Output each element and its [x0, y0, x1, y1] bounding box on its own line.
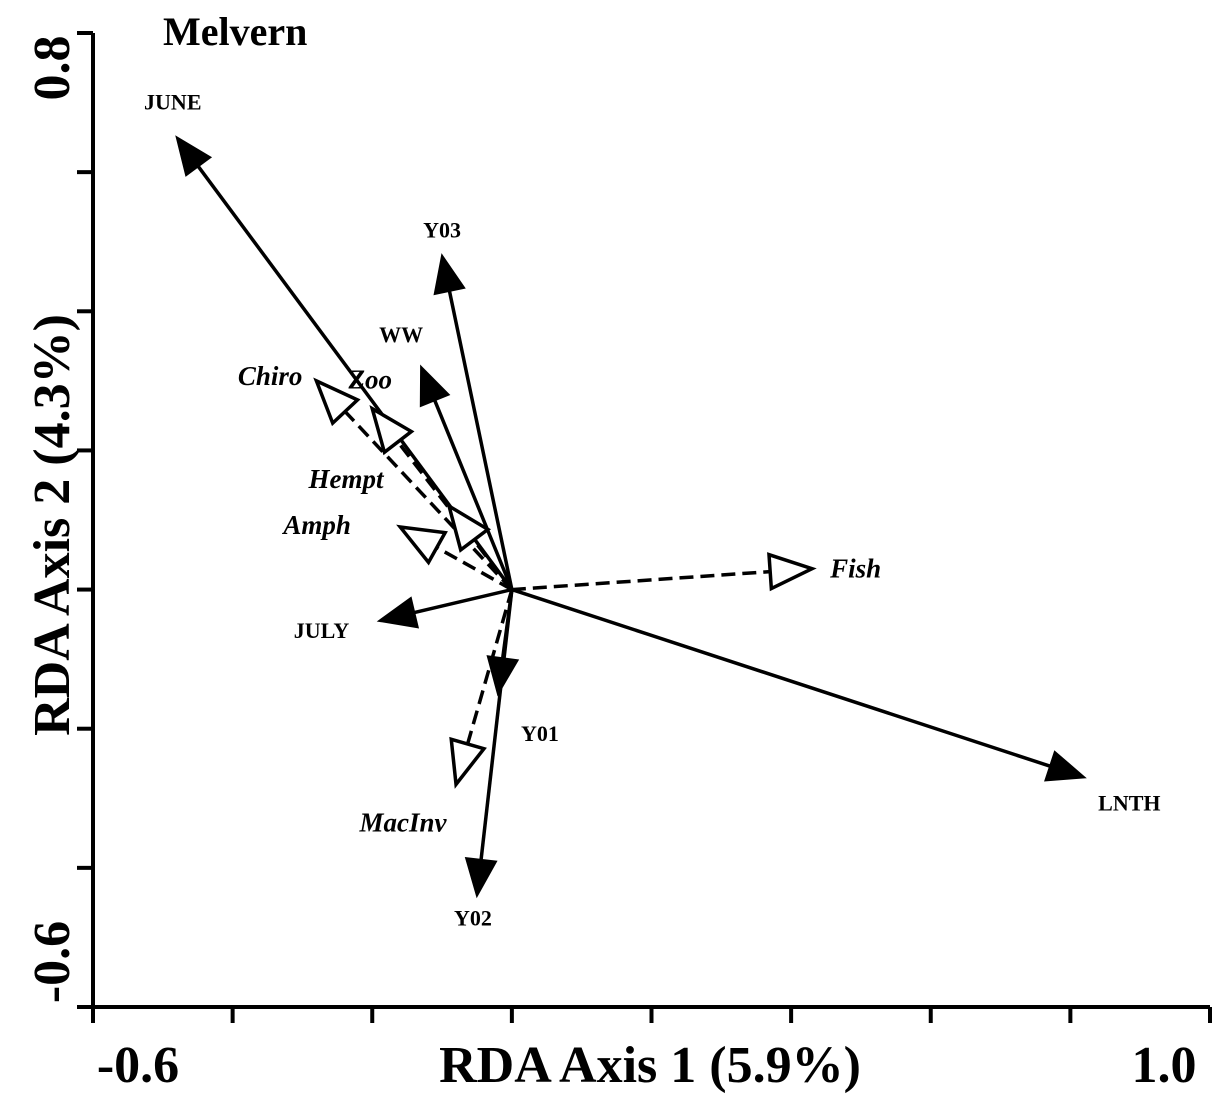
arrow-shaft-amph — [435, 545, 513, 592]
arrow-shaft-lnth — [511, 587, 1051, 768]
label-chiro: Chiro — [238, 361, 303, 391]
arrow-head-macinv — [449, 736, 487, 789]
label-fish: Fish — [829, 554, 881, 584]
arrow-fish: Fish — [511, 552, 881, 592]
label-amph: Amph — [281, 510, 351, 540]
x-tick-label-min: -0.6 — [97, 1037, 179, 1094]
axes — [77, 31, 1212, 1023]
y-tick-label-min: -0.6 — [24, 921, 81, 1003]
x-axis-title: RDA Axis 1 (5.9%) — [439, 1037, 861, 1094]
label-lnth: LNTH — [1098, 790, 1160, 815]
label-y01: Y01 — [521, 721, 559, 746]
y-ticks — [77, 31, 93, 1009]
arrow-head-zoo — [369, 404, 415, 456]
arrow-y02: Y02 — [454, 589, 514, 931]
chart-title: Melvern — [163, 9, 307, 54]
arrow-head-june — [175, 135, 213, 177]
arrow-ww: WW — [379, 322, 514, 591]
arrow-shaft-ww — [433, 399, 514, 591]
arrow-shaft-hempt — [472, 538, 514, 591]
arrow-zoo: Zoo — [348, 365, 514, 591]
arrow-july: JULY — [294, 587, 513, 643]
arrow-y03: Y03 — [423, 218, 514, 590]
arrow-shaft-macinv — [465, 589, 514, 745]
arrow-head-amph — [396, 524, 448, 566]
arrow-hempt: Hempt — [308, 464, 514, 591]
response-arrows: Chiro Zoo Hempt Amph Fish MacInv — [238, 361, 881, 838]
label-y02: Y02 — [454, 906, 492, 931]
label-zoo: Zoo — [348, 365, 393, 395]
arrow-head-lnth — [1044, 750, 1087, 782]
y-axis-title: RDA Axis 2 (4.3%) — [24, 314, 81, 736]
arrow-macinv: MacInv — [359, 589, 514, 837]
x-ticks — [91, 1007, 1212, 1023]
arrow-head-y02 — [464, 857, 498, 899]
arrow-shaft-y03 — [447, 290, 514, 590]
label-july: JULY — [294, 618, 350, 643]
label-macinv: MacInv — [359, 807, 448, 837]
arrow-shaft-july — [413, 587, 513, 615]
label-ww: WW — [379, 322, 423, 347]
arrow-amph: Amph — [281, 510, 513, 592]
explanatory-arrows: JUNE Y03 WW JULY Y01 Y02 LNTH — [144, 89, 1160, 930]
arrow-head-july — [376, 596, 420, 629]
arrow-lnth: LNTH — [511, 587, 1161, 815]
arrow-chiro: Chiro — [238, 361, 514, 591]
arrow-head-y03 — [433, 253, 466, 296]
arrow-head-ww — [419, 364, 451, 408]
label-hempt: Hempt — [308, 464, 385, 494]
plot-title: Melvern — [163, 9, 307, 54]
arrow-head-fish — [767, 552, 817, 592]
arrow-head-chiro — [313, 377, 361, 427]
arrow-june: JUNE — [144, 89, 514, 591]
arrow-head-hempt — [446, 502, 492, 553]
x-tick-label-max: 1.0 — [1132, 1037, 1197, 1094]
y-tick-label-max: 0.8 — [24, 36, 81, 101]
label-june: JUNE — [144, 89, 201, 114]
label-y03: Y03 — [423, 218, 461, 243]
arrow-shaft-y02 — [479, 589, 514, 861]
arrow-shaft-fish — [511, 569, 771, 592]
